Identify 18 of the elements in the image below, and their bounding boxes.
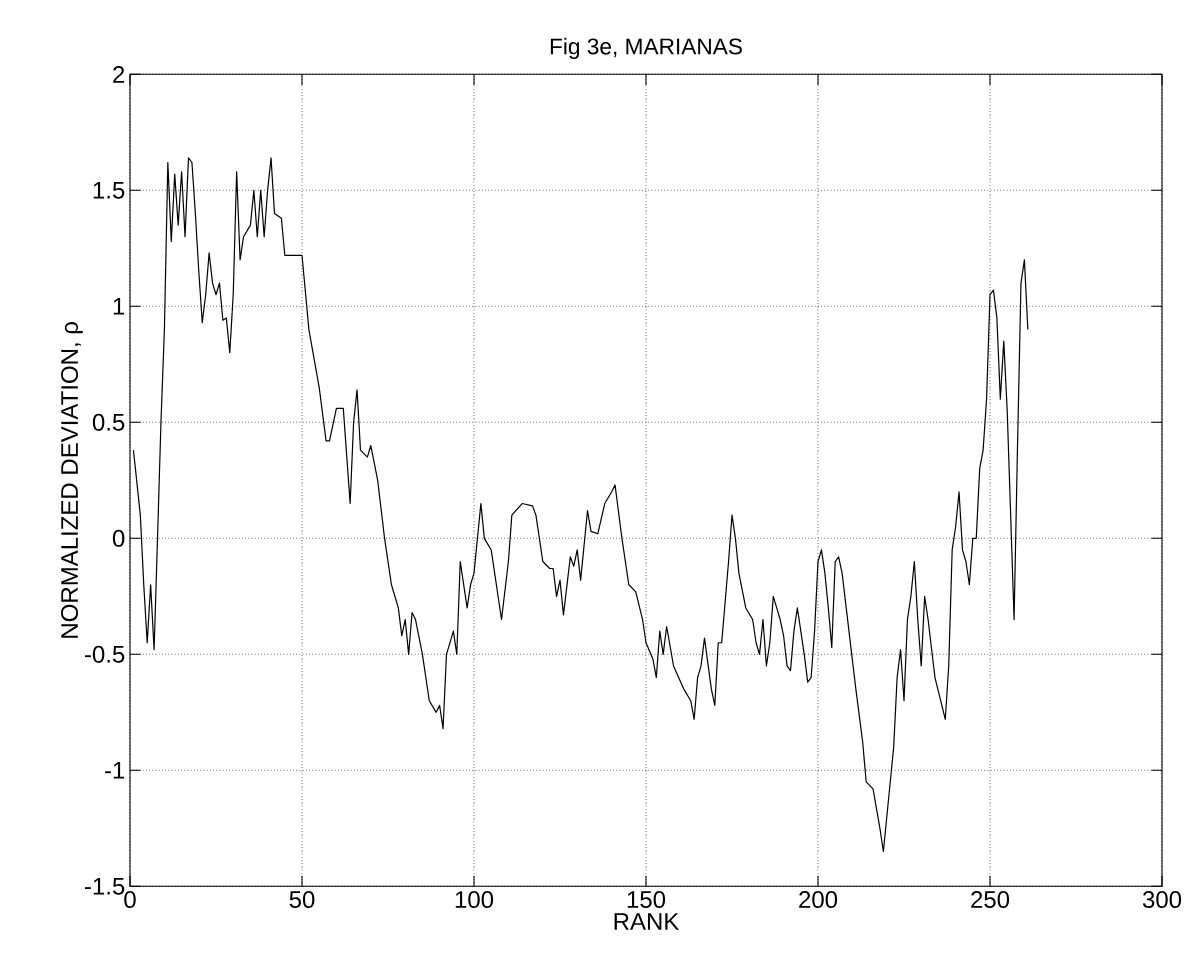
- y-tick-label: 1: [113, 298, 125, 315]
- y-tick-label: 2: [113, 65, 125, 83]
- x-tick-label: 50: [289, 891, 315, 909]
- y-axis-title: NORMALIZED DEVIATION, ρ: [61, 322, 83, 638]
- x-tick-label: 300: [1142, 891, 1182, 909]
- chart-title: Fig 3e, MARIANAS: [550, 37, 742, 59]
- y-tick-label: -1: [105, 762, 125, 779]
- y-tick-label: -0.5: [85, 645, 125, 663]
- y-tick-label: 0: [112, 529, 125, 547]
- x-tick-label: 200: [799, 891, 838, 909]
- y-tick-label: 0.5: [92, 413, 125, 431]
- y-tick-label: -1.5: [85, 877, 125, 895]
- x-axis-title: RANK: [614, 913, 680, 930]
- y-tick-label: 1.5: [93, 181, 125, 199]
- x-tick-label: 250: [971, 891, 1010, 909]
- x-tick-label: 0: [124, 891, 136, 909]
- x-tick-label: 150: [627, 891, 666, 909]
- x-tick-label: 100: [455, 891, 494, 909]
